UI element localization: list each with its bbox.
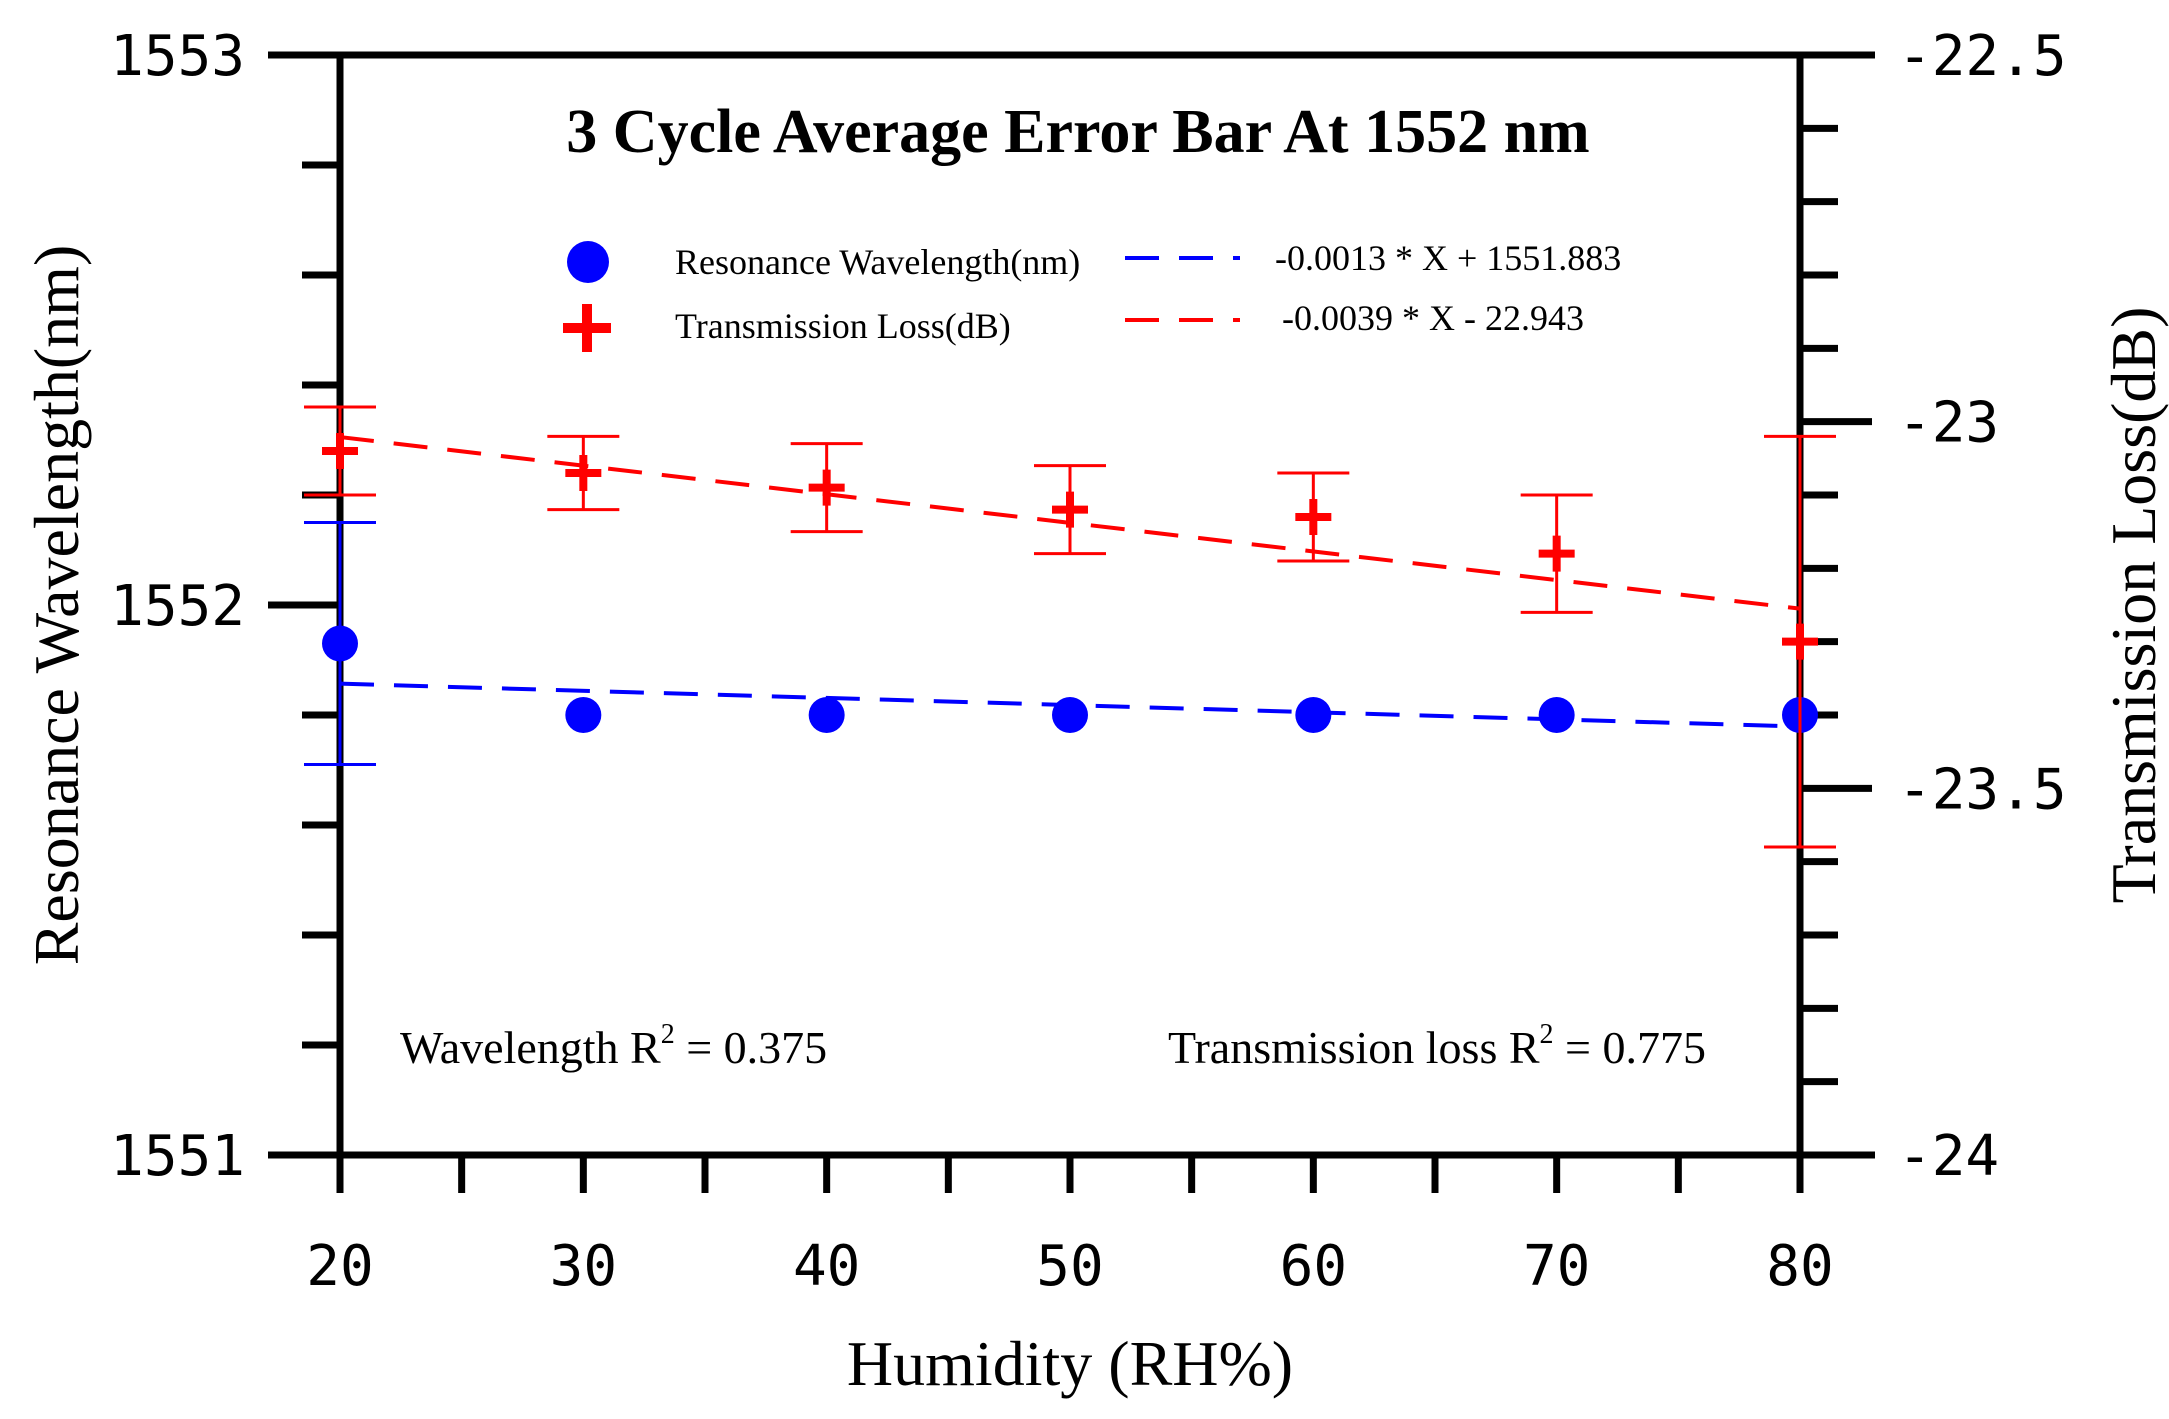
resonance-point bbox=[1052, 697, 1088, 733]
left-y-axis-title: Resonance Wavelength(nm) bbox=[21, 245, 92, 966]
transmission-r2-annotation: Transmission loss R2 = 0.775 bbox=[1168, 1019, 1706, 1073]
x-tick-label: 40 bbox=[793, 1234, 860, 1299]
data-marks bbox=[304, 405, 1836, 849]
wavelength-r2-annotation: Wavelength R2 = 0.375 bbox=[400, 1019, 827, 1073]
right-y-tick-label: -23 bbox=[1898, 391, 1999, 456]
x-tick-label: 20 bbox=[306, 1234, 373, 1299]
right-y-axis-title: Transmission Loss(dB) bbox=[2098, 307, 2169, 904]
transmission-point bbox=[1782, 623, 1818, 660]
transmission-point bbox=[1052, 491, 1088, 528]
x-tick-label: 80 bbox=[1766, 1234, 1833, 1299]
ticks-layer: 20 30 40 50 60 70 80 1551 1552 1553 -24 -23.5 -23 -22… bbox=[110, 24, 2066, 1299]
left-y-tick-label: 1553 bbox=[110, 24, 245, 89]
right-y-tick-label: -23.5 bbox=[1898, 757, 2067, 822]
legend-marker-transmission bbox=[563, 304, 611, 352]
x-tick-label: 60 bbox=[1280, 1234, 1347, 1299]
right-y-tick-label: -22.5 bbox=[1898, 24, 2067, 89]
transmission-point bbox=[808, 469, 845, 506]
legend-label-resonance: Resonance Wavelength(nm) bbox=[675, 242, 1080, 282]
left-y-tick-label: 1552 bbox=[110, 574, 245, 639]
transmission-point bbox=[1295, 499, 1332, 535]
legend-fit-resonance: -0.0013 * X + 1551.883 bbox=[1275, 238, 1621, 278]
legend: Resonance Wavelength(nm) -0.0013 * X + 1… bbox=[563, 238, 1621, 352]
legend-label-transmission: Transmission Loss(dB) bbox=[675, 306, 1011, 346]
chart-title: 3 Cycle Average Error Bar At 1552 nm bbox=[566, 98, 1589, 166]
resonance-point bbox=[1538, 697, 1575, 733]
legend-fit-transmission: -0.0039 * X - 22.943 bbox=[1282, 298, 1584, 338]
transmission-point bbox=[322, 433, 358, 469]
right-y-tick-label: -24 bbox=[1898, 1124, 1999, 1189]
resonance-point bbox=[808, 697, 845, 733]
resonance-point bbox=[322, 625, 358, 662]
x-tick-label: 70 bbox=[1523, 1234, 1590, 1299]
resonance-point bbox=[565, 697, 602, 733]
transmission-point bbox=[565, 455, 602, 491]
transmission-point bbox=[1538, 535, 1575, 572]
left-y-tick-label: 1551 bbox=[110, 1124, 245, 1189]
legend-marker-resonance bbox=[567, 241, 609, 283]
x-tick-label: 50 bbox=[1036, 1234, 1103, 1299]
x-tick-label: 30 bbox=[550, 1234, 617, 1299]
resonance-point bbox=[1295, 697, 1332, 733]
x-axis-title: Humidity (RH%) bbox=[847, 1328, 1293, 1399]
